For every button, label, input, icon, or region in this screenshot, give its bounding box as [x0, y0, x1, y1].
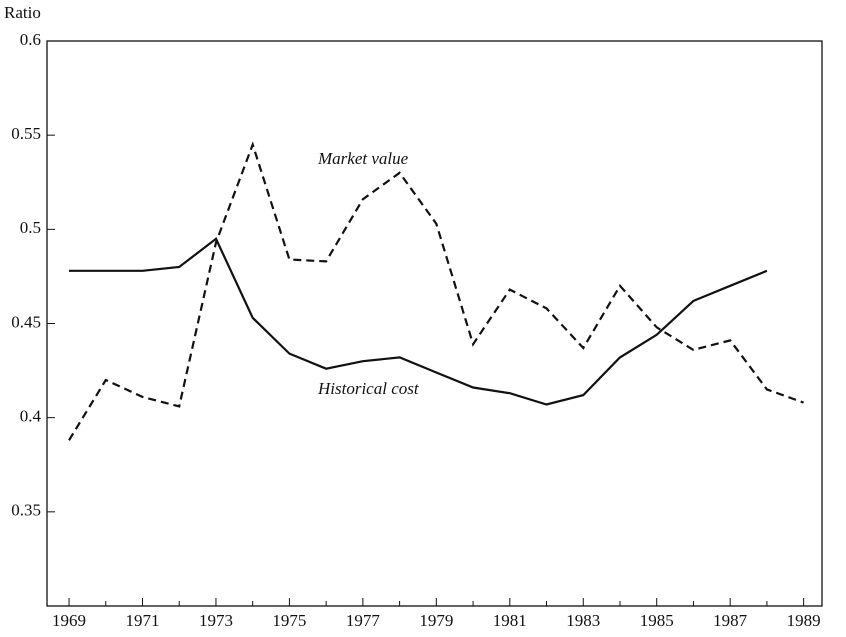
y-tick-label: 0.45 — [11, 312, 41, 331]
y-axis-label: Ratio — [4, 3, 41, 22]
line-series — [69, 237, 768, 406]
x-tick-label: 1987 — [713, 611, 748, 630]
x-tick-label: 1985 — [640, 611, 674, 630]
series-label: Historical cost — [317, 379, 420, 398]
y-tick-label: 0.4 — [20, 407, 42, 426]
y-tick-label: 0.6 — [20, 30, 41, 49]
x-tick-label: 1983 — [566, 611, 600, 630]
x-tick-label: 1989 — [787, 611, 821, 630]
x-tick-label: 1979 — [419, 611, 453, 630]
series-label: Market value — [317, 149, 409, 168]
y-tick-label: 0.35 — [11, 501, 41, 520]
line-series — [68, 141, 804, 441]
plot-frame — [46, 40, 823, 607]
x-tick-label: 1973 — [199, 611, 233, 630]
x-tick-label: 1975 — [272, 611, 306, 630]
x-tick-label: 1977 — [346, 611, 381, 630]
y-tick-label: 0.5 — [20, 218, 41, 237]
x-tick-label: 1971 — [125, 611, 159, 630]
x-tick-label: 1981 — [493, 611, 527, 630]
y-tick-label: 0.55 — [11, 124, 41, 143]
x-tick-label: 1969 — [52, 611, 86, 630]
